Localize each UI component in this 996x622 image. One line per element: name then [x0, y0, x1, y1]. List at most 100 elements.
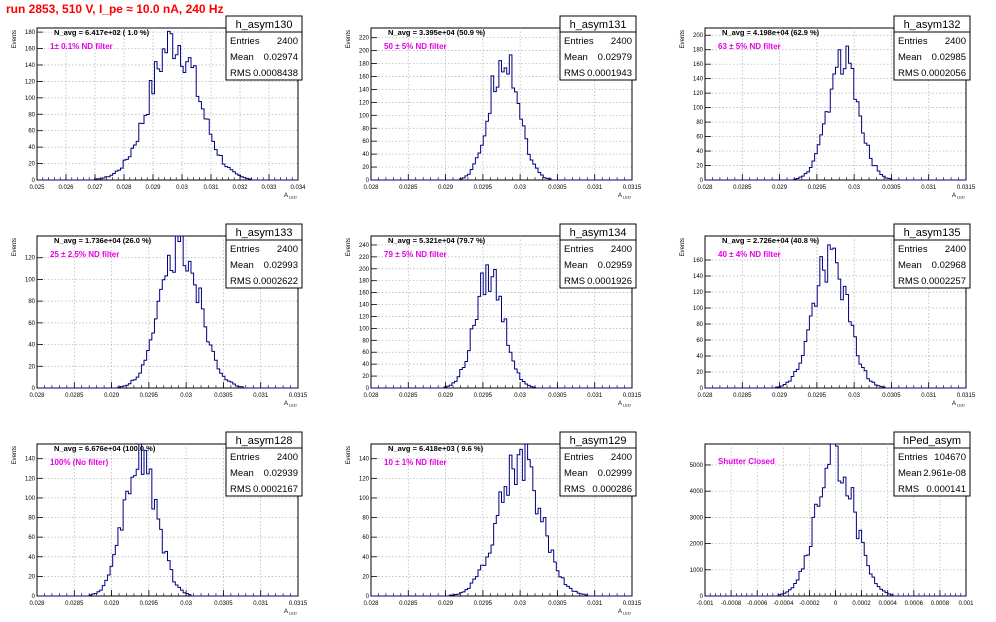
x-tick-label: 0.0305: [214, 393, 233, 399]
x-tick-label: 0.0285: [399, 393, 418, 399]
stats-rms-label: RMS: [564, 276, 585, 287]
x-tick-label: -0.0004: [773, 601, 794, 607]
stats-title: hPed_asym: [903, 435, 961, 447]
stats-box: [893, 223, 971, 289]
stats-mean-label: Mean: [230, 260, 254, 271]
stats-entries-value: 104670: [934, 452, 966, 463]
navg-label: N_avg = 6.418e+03 ( 9.6 %): [388, 444, 484, 453]
stats-title: h_asym128: [236, 435, 293, 447]
stats-mean-value: 0.02959: [598, 260, 632, 271]
stats-mean-value: 0.02999: [598, 468, 632, 479]
stats-entries-label: Entries: [230, 36, 260, 47]
x-tick-label: 0.0006: [905, 601, 924, 607]
y-tick-label: 0: [32, 178, 36, 184]
y-tick-label: 80: [696, 322, 703, 328]
x-tick-label: 0.029: [438, 393, 454, 399]
histogram-panel-h_asym129: 0.028 0.0285 0.029 0.0295 0.03 0.0305 0.031 0.0…: [346, 431, 642, 616]
stats-entries-label: Entries: [230, 452, 260, 463]
stats-mean-value: 0.02939: [264, 468, 298, 479]
stats-rms-value: 0.000141: [926, 484, 966, 495]
y-tick-label: 120: [359, 476, 370, 482]
y-tick-label: 220: [359, 36, 370, 42]
stats-box: [559, 223, 637, 289]
x-tick-label: 0.0315: [623, 601, 642, 607]
x-tick-label: 0.0285: [65, 393, 84, 399]
stats-entries-value: 2400: [611, 452, 632, 463]
stats-rms-label: RMS: [230, 484, 251, 495]
stats-rms-label: RMS: [230, 276, 251, 287]
x-tick-label: -0.0006: [747, 601, 768, 607]
y-tick-label: 5000: [690, 463, 704, 469]
y-tick-label: 20: [362, 165, 369, 171]
x-tick-label: 0.029: [145, 185, 161, 191]
x-tick-label: 0.033: [261, 185, 277, 191]
stats-entries-value: 2400: [277, 452, 298, 463]
x-tick-label: 0.031: [587, 393, 603, 399]
y-tick-label: 60: [696, 338, 703, 344]
x-axis-label: ALED: [618, 193, 631, 200]
stats-entries-value: 2400: [277, 244, 298, 255]
x-tick-label: 0.0305: [882, 393, 901, 399]
y-tick-label: 100: [359, 113, 370, 119]
x-tick-label: 0.0004: [879, 601, 898, 607]
y-tick-label: 200: [359, 49, 370, 55]
histogram-line: [705, 244, 966, 389]
stats-title: h_asym131: [570, 19, 627, 31]
stats-title: h_asym135: [904, 227, 961, 239]
x-tick-label: 0.031: [253, 601, 269, 607]
x-tick-label: 0.029: [438, 185, 454, 191]
histogram-panel-h_asym130: 0.025 0.026 0.027 0.028 0.029 0.03 0.031 0.032 0…: [12, 15, 306, 200]
stats-rms-value: 0.0002056: [921, 68, 966, 79]
navg-label: N_avg = 6.676e+04 (100.0 %): [54, 444, 156, 453]
y-tick-label: 180: [693, 48, 704, 54]
y-tick-label: 60: [28, 535, 35, 541]
stats-entries-value: 2400: [611, 244, 632, 255]
x-tick-label: 0.028: [116, 185, 132, 191]
x-tick-label: -0.0002: [799, 601, 820, 607]
y-axis-label: Events: [346, 446, 352, 464]
stats-box: [225, 431, 303, 497]
y-tick-label: 140: [693, 274, 704, 280]
stats-entries-value: 2400: [277, 36, 298, 47]
y-tick-label: 100: [25, 496, 36, 502]
filter-annotation: 79 ± 5% ND filter: [384, 250, 447, 259]
y-tick-label: 80: [28, 516, 35, 522]
x-tick-label: 0: [834, 601, 838, 607]
stats-rms-value: 0.0001943: [587, 68, 632, 79]
x-tick-label: 0.0295: [808, 393, 827, 399]
x-tick-label: 0.0002: [852, 601, 871, 607]
y-axis-label: Events: [346, 238, 352, 256]
stats-box: [225, 15, 303, 81]
stats-entries-label: Entries: [230, 244, 260, 255]
y-tick-label: 100: [359, 496, 370, 502]
y-tick-label: 200: [693, 33, 704, 39]
stats-rms-value: 0.0001926: [587, 276, 632, 287]
x-tick-label: 0.03: [848, 185, 860, 191]
y-tick-label: 20: [362, 574, 369, 580]
x-tick-label: 0.0295: [474, 601, 493, 607]
y-tick-label: 160: [25, 47, 36, 53]
navg-label: N_avg = 4.198e+04 (62.9 %): [722, 28, 820, 37]
stats-title: h_asym129: [570, 435, 627, 447]
x-tick-label: 0.0305: [548, 393, 567, 399]
x-tick-label: 0.0008: [931, 601, 950, 607]
x-tick-label: 0.028: [29, 393, 45, 399]
stats-title: h_asym130: [236, 19, 293, 31]
y-tick-label: 60: [362, 535, 369, 541]
histogram-line: [705, 45, 966, 181]
x-tick-label: 0.031: [921, 393, 937, 399]
y-tick-label: 140: [693, 77, 704, 83]
x-tick-label: 0.001: [958, 601, 974, 607]
x-tick-label: 0.0315: [289, 601, 308, 607]
y-tick-label: 80: [696, 120, 703, 126]
stats-rms-value: 0.000286: [592, 484, 632, 495]
x-tick-label: 0.0295: [474, 393, 493, 399]
stats-box: [559, 431, 637, 497]
y-tick-label: 140: [359, 87, 370, 93]
x-tick-label: 0.03: [180, 601, 192, 607]
y-tick-label: 100: [693, 106, 704, 112]
stats-mean-value: 0.02968: [932, 260, 966, 271]
x-tick-label: -0.001: [696, 601, 714, 607]
x-tick-label: 0.028: [697, 185, 713, 191]
